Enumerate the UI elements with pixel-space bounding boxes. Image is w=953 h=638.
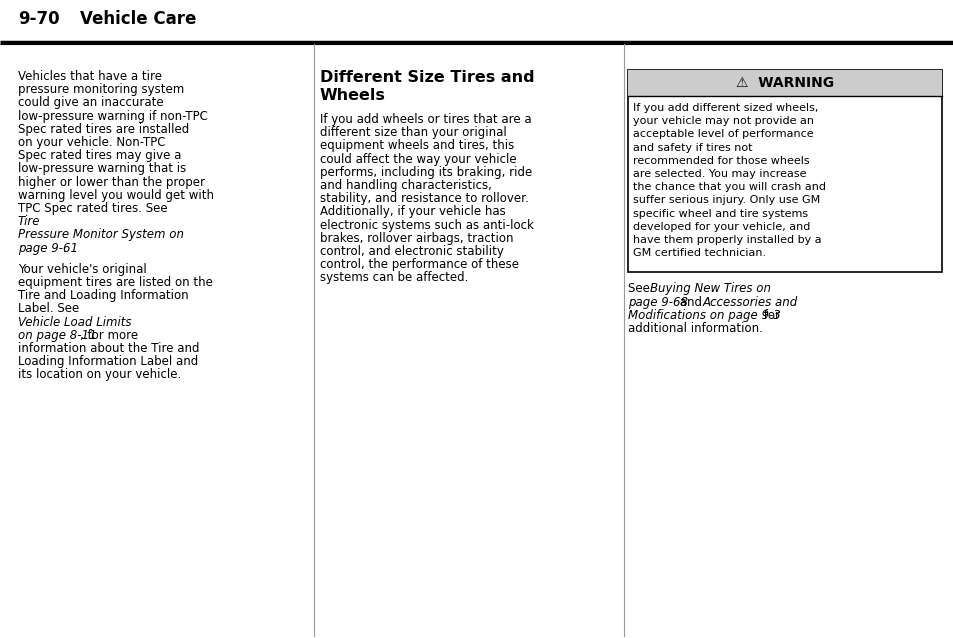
Text: If you add wheels or tires that are a: If you add wheels or tires that are a xyxy=(319,113,531,126)
Text: recommended for those wheels: recommended for those wheels xyxy=(633,156,809,166)
Text: warning level you would get with: warning level you would get with xyxy=(18,189,213,202)
Text: Modifications on page 9-3: Modifications on page 9-3 xyxy=(627,309,780,322)
Text: page 9-68: page 9-68 xyxy=(627,295,687,309)
Text: could affect the way your vehicle: could affect the way your vehicle xyxy=(319,152,517,166)
Text: performs, including its braking, ride: performs, including its braking, ride xyxy=(319,166,532,179)
Text: different size than your original: different size than your original xyxy=(319,126,506,139)
Text: could give an inaccurate: could give an inaccurate xyxy=(18,96,164,109)
Text: and: and xyxy=(676,295,705,309)
Text: and handling characteristics,: and handling characteristics, xyxy=(319,179,492,192)
Text: .: . xyxy=(63,242,67,255)
Text: developed for your vehicle, and: developed for your vehicle, and xyxy=(633,222,809,232)
Text: Tire and Loading Information: Tire and Loading Information xyxy=(18,289,189,302)
Text: Additionally, if your vehicle has: Additionally, if your vehicle has xyxy=(319,205,505,218)
Text: have them properly installed by a: have them properly installed by a xyxy=(633,235,821,245)
Text: suffer serious injury. Only use GM: suffer serious injury. Only use GM xyxy=(633,195,820,205)
Text: Vehicles that have a tire: Vehicles that have a tire xyxy=(18,70,162,83)
Text: Label. See: Label. See xyxy=(18,302,83,315)
Bar xyxy=(627,70,941,272)
Text: specific wheel and tire systems: specific wheel and tire systems xyxy=(633,209,807,219)
Text: and safety if tires not: and safety if tires not xyxy=(633,143,752,152)
Text: 9-70: 9-70 xyxy=(18,10,59,28)
Text: Tire: Tire xyxy=(18,215,40,228)
Text: , for more: , for more xyxy=(80,329,138,342)
Text: pressure monitoring system: pressure monitoring system xyxy=(18,83,184,96)
Text: page 9-61: page 9-61 xyxy=(18,242,78,255)
Text: Spec rated tires are installed: Spec rated tires are installed xyxy=(18,122,189,136)
Text: Wheels: Wheels xyxy=(319,87,385,103)
Text: control, the performance of these: control, the performance of these xyxy=(319,258,518,271)
Text: brakes, rollover airbags, traction: brakes, rollover airbags, traction xyxy=(319,232,513,245)
Text: Pressure Monitor System on: Pressure Monitor System on xyxy=(18,228,184,241)
Text: systems can be affected.: systems can be affected. xyxy=(319,271,468,285)
Text: Loading Information Label and: Loading Information Label and xyxy=(18,355,198,368)
Text: Vehicle Load Limits: Vehicle Load Limits xyxy=(18,316,132,329)
Text: Accessories and: Accessories and xyxy=(702,295,798,309)
Text: Different Size Tires and: Different Size Tires and xyxy=(319,70,534,85)
Text: information about the Tire and: information about the Tire and xyxy=(18,342,199,355)
Text: Buying New Tires on: Buying New Tires on xyxy=(649,283,770,295)
Text: for: for xyxy=(760,309,780,322)
Text: acceptable level of performance: acceptable level of performance xyxy=(633,130,813,139)
Text: stability, and resistance to rollover.: stability, and resistance to rollover. xyxy=(319,192,528,205)
Text: the chance that you will crash and: the chance that you will crash and xyxy=(633,182,825,192)
Text: electronic systems such as anti-lock: electronic systems such as anti-lock xyxy=(319,219,534,232)
Text: If you add different sized wheels,: If you add different sized wheels, xyxy=(633,103,818,113)
Text: Spec rated tires may give a: Spec rated tires may give a xyxy=(18,149,181,162)
Text: low-pressure warning if non-TPC: low-pressure warning if non-TPC xyxy=(18,110,208,122)
Text: higher or lower than the proper: higher or lower than the proper xyxy=(18,175,205,189)
Text: additional information.: additional information. xyxy=(627,322,762,335)
Text: equipment wheels and tires, this: equipment wheels and tires, this xyxy=(319,139,514,152)
Text: on your vehicle. Non-TPC: on your vehicle. Non-TPC xyxy=(18,136,165,149)
Text: your vehicle may not provide an: your vehicle may not provide an xyxy=(633,116,813,126)
Text: are selected. You may increase: are selected. You may increase xyxy=(633,169,805,179)
Text: its location on your vehicle.: its location on your vehicle. xyxy=(18,368,181,382)
Text: control, and electronic stability: control, and electronic stability xyxy=(319,245,503,258)
Text: TPC Spec rated tires. See: TPC Spec rated tires. See xyxy=(18,202,172,215)
Text: low-pressure warning that is: low-pressure warning that is xyxy=(18,163,186,175)
Text: ⚠  WARNING: ⚠ WARNING xyxy=(735,76,833,90)
Bar xyxy=(627,70,941,96)
Text: Vehicle Care: Vehicle Care xyxy=(80,10,196,28)
Text: Your vehicle's original: Your vehicle's original xyxy=(18,263,147,276)
Text: GM certified technician.: GM certified technician. xyxy=(633,248,765,258)
Text: on page 8-11: on page 8-11 xyxy=(18,329,96,342)
Text: See: See xyxy=(627,283,653,295)
Text: equipment tires are listed on the: equipment tires are listed on the xyxy=(18,276,213,289)
